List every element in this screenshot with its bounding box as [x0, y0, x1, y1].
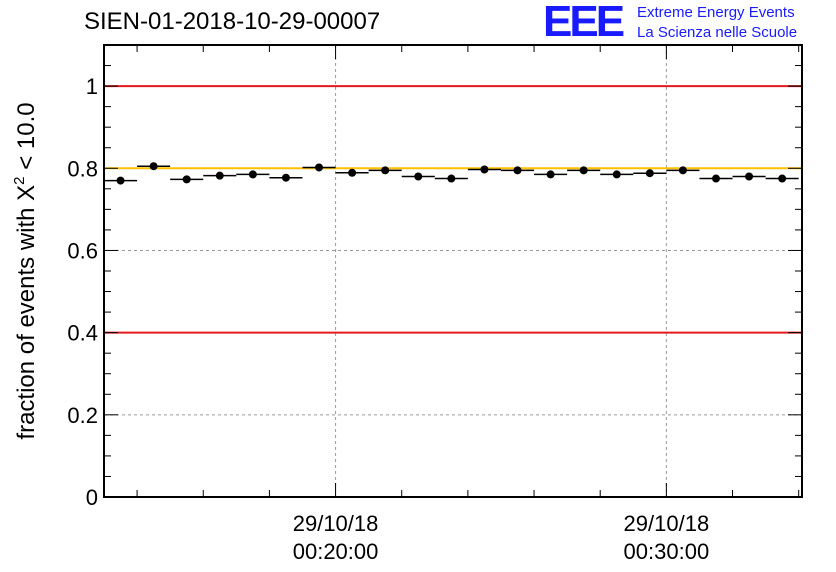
- data-point: [447, 174, 456, 183]
- data-point: [678, 166, 687, 175]
- data-points: [104, 162, 799, 185]
- data-point: [778, 174, 787, 183]
- x-tick-label-time: 00:30:00: [624, 539, 710, 564]
- data-point: [480, 165, 489, 174]
- data-point: [579, 166, 588, 175]
- y-tick-label: 0.2: [67, 403, 98, 428]
- data-point: [513, 166, 522, 175]
- y-tick-label: 0.4: [67, 321, 98, 346]
- data-point: [745, 172, 754, 181]
- data-point: [414, 172, 423, 181]
- data-point: [215, 171, 224, 180]
- data-point: [248, 170, 257, 179]
- y-axis-label: fraction of events with X2 < 10.0: [11, 102, 40, 439]
- logo-text-line2: La Scienza nelle Scuole: [637, 24, 798, 41]
- reference-lines: [104, 85, 802, 334]
- y-tick-label: 0: [86, 485, 98, 510]
- data-point: [315, 163, 324, 172]
- data-point: [348, 168, 357, 177]
- logo-text-line1: Extreme Energy Events: [637, 4, 795, 21]
- y-tick-label: 1: [86, 74, 98, 99]
- grid-layer: [104, 45, 802, 497]
- data-point: [612, 170, 621, 179]
- data-point: [711, 174, 720, 183]
- data-point: [645, 169, 654, 178]
- y-tick-label: 0.6: [67, 238, 98, 263]
- x-tick-label-time: 00:20:00: [293, 539, 379, 564]
- data-point: [381, 166, 390, 175]
- y-tick-label: 0.8: [67, 156, 98, 181]
- data-point: [281, 173, 290, 182]
- axis-labels: 0 0.2 0.4 0.6 0.8 1 29/10/18 00:20:00 29/10/18 00…: [67, 74, 709, 564]
- run-title: SIEN-01-2018-10-29-00007: [84, 8, 381, 35]
- data-point: [182, 175, 191, 184]
- x-tick-label-date: 29/10/18: [293, 511, 379, 536]
- plot-frame: [103, 44, 803, 498]
- eee-logo: EEE: [543, 0, 625, 46]
- data-point: [149, 162, 158, 171]
- axis-ticks: [104, 44, 802, 498]
- data-point: [546, 170, 555, 179]
- x-tick-label-date: 29/10/18: [624, 511, 710, 536]
- data-point: [116, 176, 125, 185]
